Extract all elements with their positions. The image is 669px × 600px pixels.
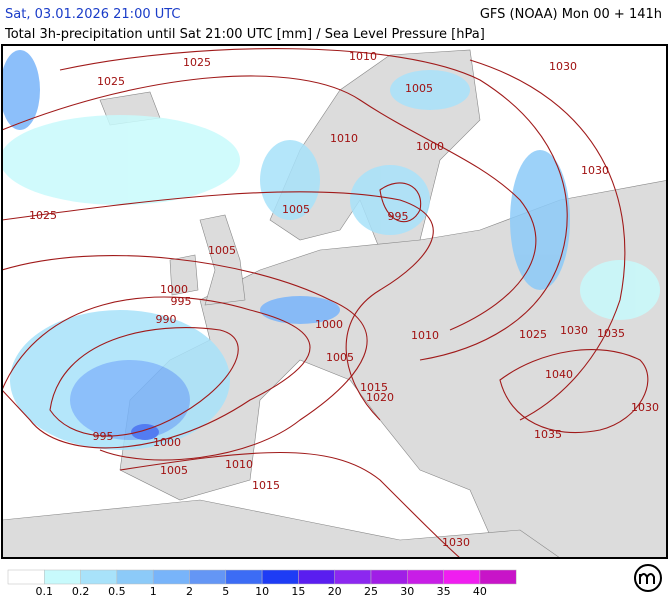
isobars — [2, 48, 649, 558]
isobar-label: 1030 — [560, 324, 588, 337]
isobar-label: 995 — [171, 295, 192, 308]
isobar-label: 1030 — [581, 164, 609, 177]
land-africa — [2, 499, 561, 558]
legend-label: 0.1 — [36, 585, 54, 598]
isobar-label: 1035 — [534, 428, 562, 441]
valid-time: Sat, 03.01.2026 21:00 UTC — [5, 7, 181, 22]
isobar-label: 1000 — [416, 140, 444, 153]
subtitle: Total 3h-precipitation until Sat 21:00 U… — [4, 27, 485, 42]
isobar-label: 1010 — [349, 50, 377, 63]
land-ireland — [169, 254, 199, 296]
legend-label: 2 — [186, 585, 193, 598]
isobar-label: 1030 — [442, 536, 470, 549]
legend-swatch — [261, 569, 299, 585]
legend-swatch — [225, 569, 263, 585]
isobar-label: 995 — [388, 210, 409, 223]
legend-swatch — [298, 569, 335, 585]
isobar-label: 1005 — [160, 464, 188, 477]
legend-label: 25 — [364, 585, 378, 598]
isobar-label: 1000 — [160, 283, 188, 296]
legend-label: 30 — [400, 585, 414, 598]
legend-label: 35 — [437, 585, 451, 598]
precipitation — [2, 50, 660, 450]
isobar-label: 1010 — [225, 458, 253, 471]
isobar-label: 1005 — [326, 351, 354, 364]
legend-swatch — [334, 569, 372, 585]
isobar-label: 1025 — [183, 56, 211, 69]
legend-swatch — [152, 569, 190, 585]
isobar-label: 1000 — [315, 318, 343, 331]
legend-swatch — [80, 569, 118, 585]
isobar-label: 1015 — [360, 381, 388, 394]
legend-label: 1 — [150, 585, 157, 598]
isobar-label: 1005 — [282, 203, 310, 216]
legend-swatch — [370, 569, 408, 585]
legend-label: 0.2 — [72, 585, 90, 598]
isobar-label: 1025 — [97, 75, 125, 88]
legend-swatch — [479, 569, 517, 585]
logo — [634, 564, 662, 592]
legend-swatch — [44, 569, 81, 585]
land-britain — [199, 214, 246, 306]
isobar-label: 1030 — [631, 401, 659, 414]
legend-label: 15 — [291, 585, 305, 598]
isobar-label: 1035 — [597, 327, 625, 340]
isobar-label: 1000 — [153, 436, 181, 449]
legend-label: 5 — [222, 585, 229, 598]
isobar-label: 1040 — [545, 368, 573, 381]
isobar-label: 1010 — [411, 329, 439, 342]
legend-swatch — [7, 569, 45, 585]
isobar-label: 1025 — [29, 209, 57, 222]
legend-label: 10 — [255, 585, 269, 598]
legend-swatch — [189, 569, 227, 585]
legend: 0.1 0.2 0.5 1 2 5 10 15 20 25 30 35 40 — [7, 569, 517, 598]
isobar-label: 1005 — [405, 82, 433, 95]
isobar-labels: 1025 1010 1030 1025 1005 1010 1000 1030 1025 1005… — [29, 50, 659, 549]
isobar-label: 1025 — [519, 328, 547, 341]
map: 1025 1010 1030 1025 1005 1010 1000 1030 1025 1005… — [1, 44, 668, 559]
model-run: GFS (NOAA) Mon 00 + 141h — [480, 7, 662, 22]
legend-label: 20 — [328, 585, 342, 598]
legend-label: 0.5 — [108, 585, 126, 598]
isobar-label: 1005 — [208, 244, 236, 257]
legend-swatch — [443, 569, 481, 585]
isobar-label: 1015 — [252, 479, 280, 492]
legend-swatch — [407, 569, 444, 585]
isobar-label: 995 — [93, 430, 114, 443]
isobar-label: 1030 — [549, 60, 577, 73]
isobar-label: 1020 — [366, 391, 394, 404]
map-frame — [1, 44, 668, 559]
isobar-label: 990 — [156, 313, 177, 326]
legend-label: 40 — [473, 585, 487, 598]
legend-swatch — [116, 569, 154, 585]
isobar-label: 1010 — [330, 132, 358, 145]
